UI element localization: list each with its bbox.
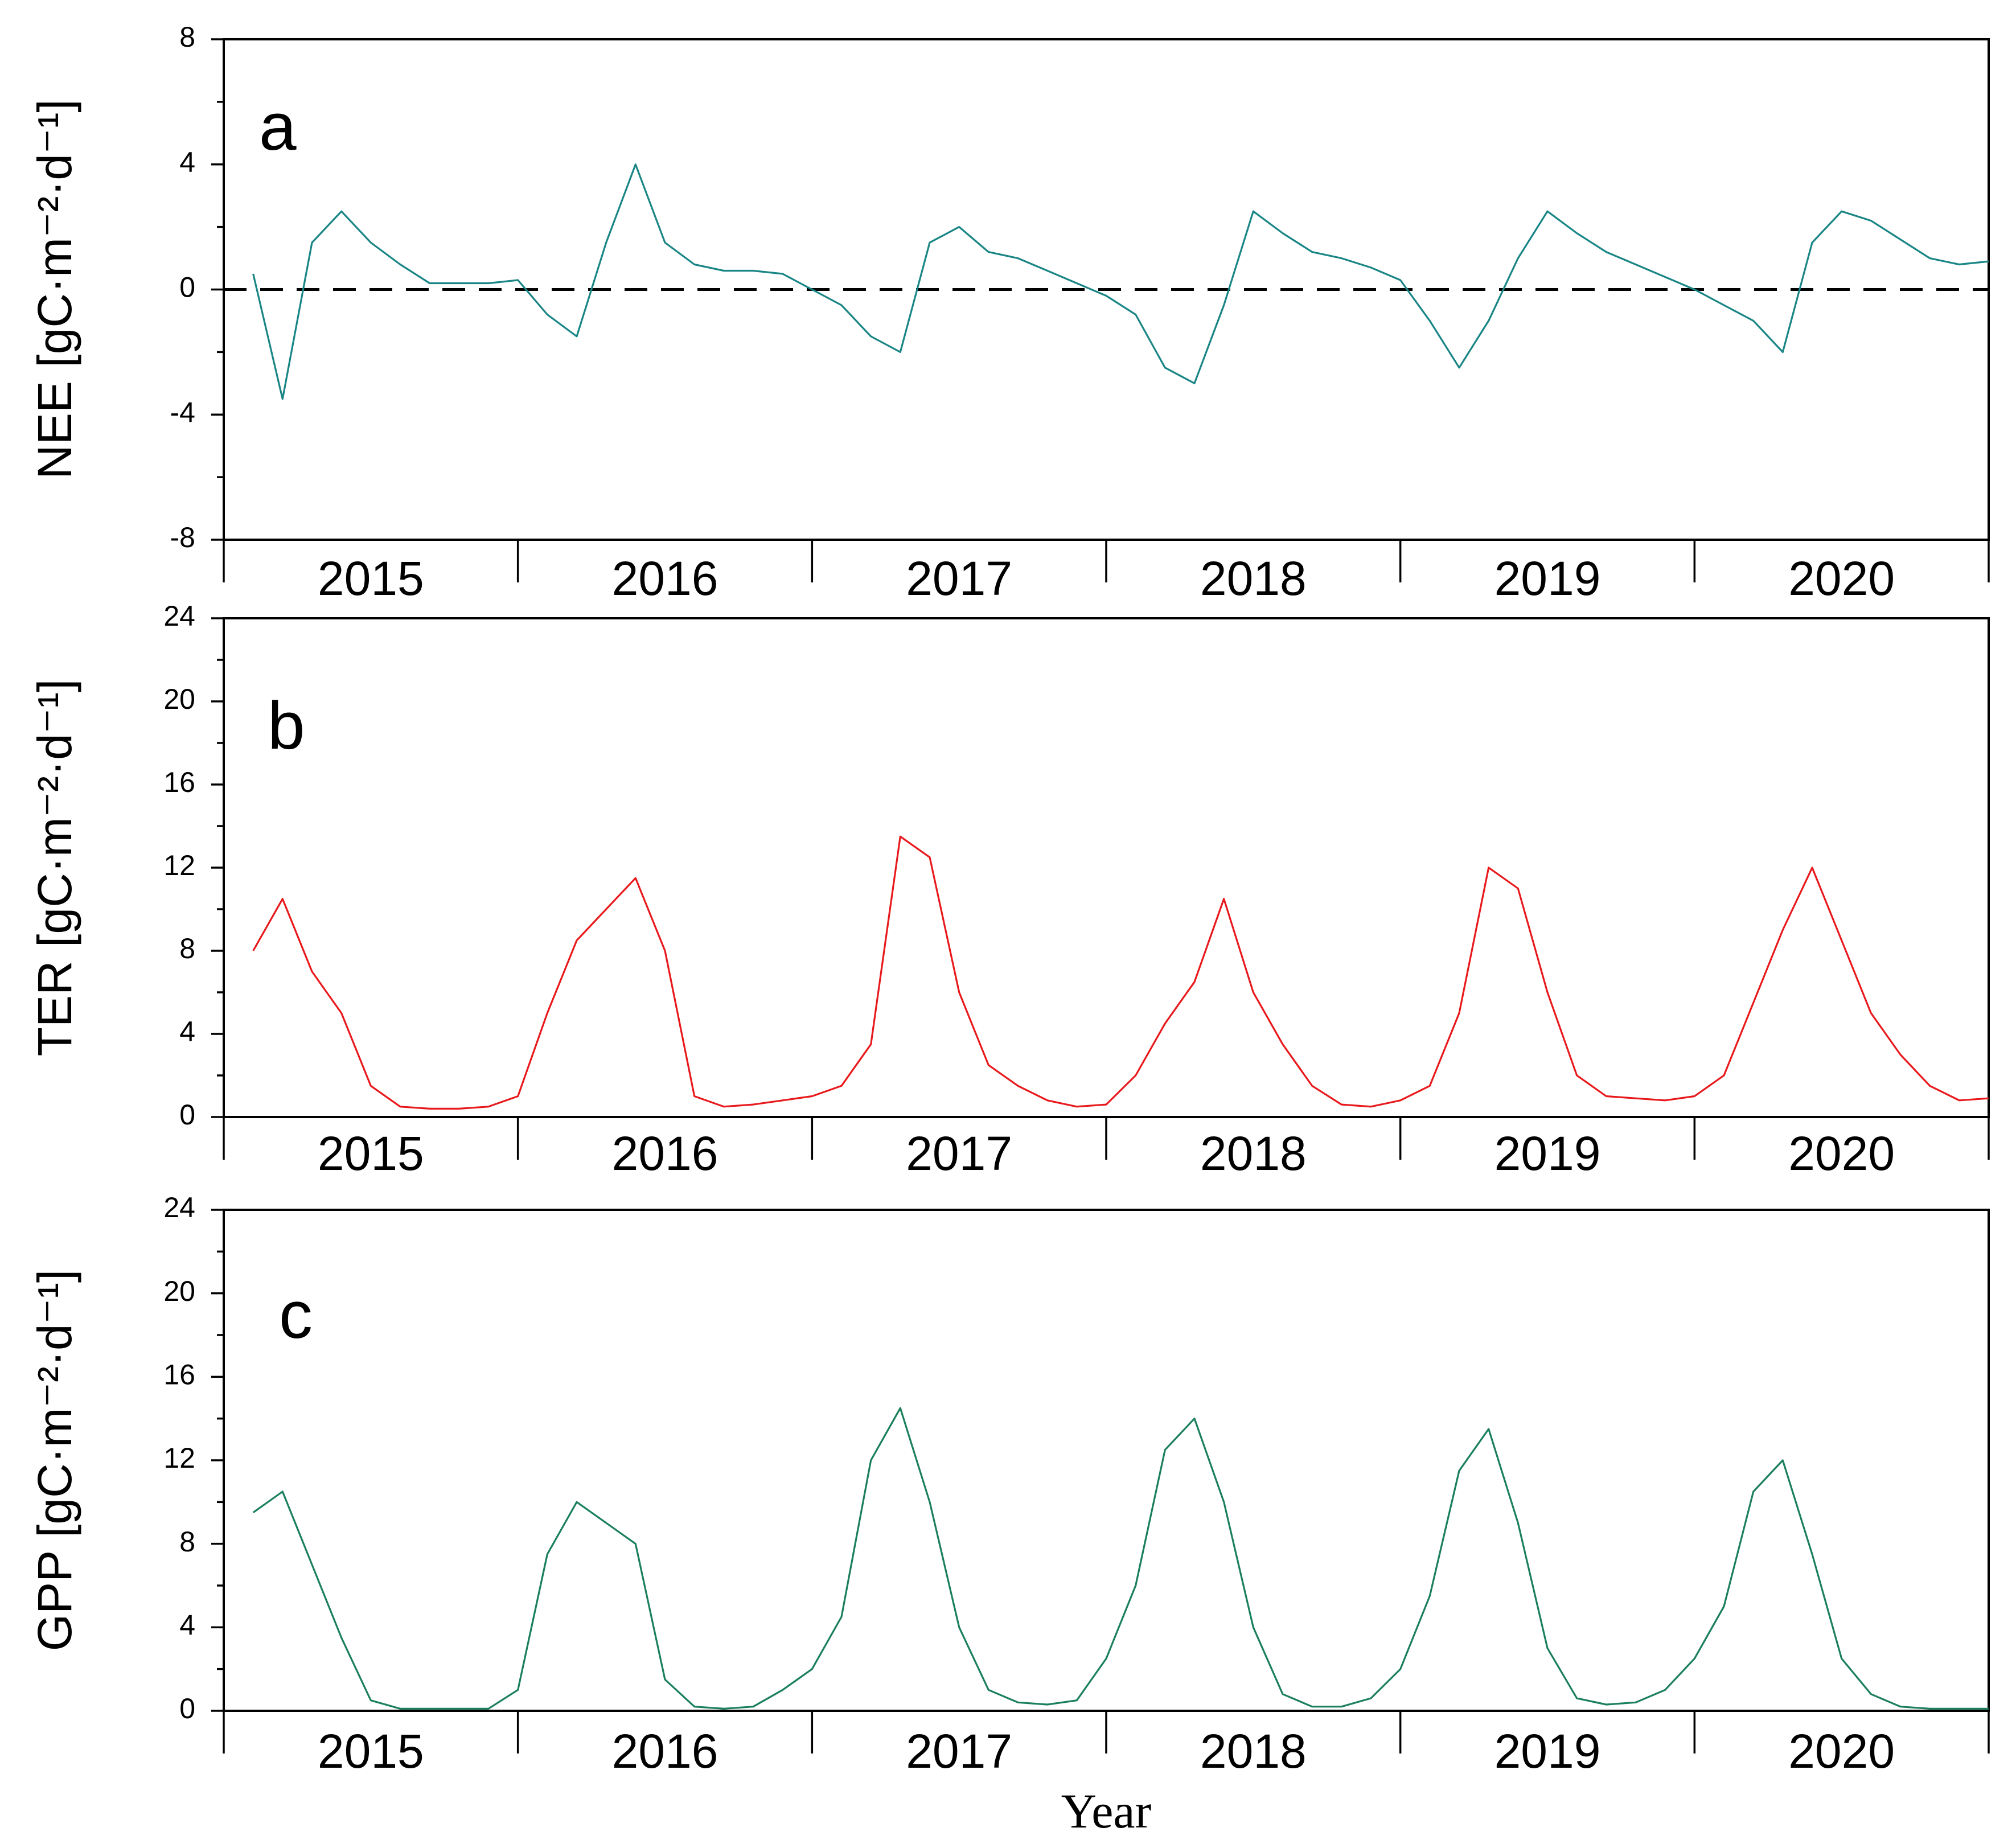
- x-tick-label-2018: 2018: [1200, 552, 1307, 605]
- panel-label-a: a: [259, 89, 297, 165]
- x-axis: 2015 2016 2017 2018 2019 2020: [224, 540, 1989, 605]
- x-tick-label-2019: 2019: [1494, 552, 1601, 605]
- plot-frame: [224, 1210, 1989, 1711]
- y-tick-label: 0: [179, 272, 195, 303]
- x-axis: 2015 2016 2017 2018 2019 2020: [224, 1117, 1989, 1180]
- x-tick-label-2019: 2019: [1494, 1127, 1601, 1180]
- panel-label-c: c: [279, 1278, 313, 1353]
- x-tick-label-2017: 2017: [906, 1724, 1012, 1778]
- y-axis-label-gpp: GPP [gC·m⁻²·d⁻¹]: [28, 1270, 81, 1652]
- y-tick-label: 24: [163, 1192, 195, 1223]
- y-tick-label: 16: [163, 1359, 195, 1391]
- y-tick-label: 20: [163, 683, 195, 715]
- y-tick-label: 0: [179, 1693, 195, 1724]
- y-tick-label: 16: [163, 766, 195, 798]
- x-tick-label-2020: 2020: [1788, 552, 1895, 605]
- y-axis: -8 -4 0 4 8: [170, 21, 224, 553]
- y-tick-label: 12: [163, 849, 195, 881]
- y-tick-label: 8: [179, 21, 195, 53]
- x-tick-label-2016: 2016: [612, 1127, 718, 1180]
- panel-c-gpp: 0 4 8 12 16 20 24 2015 2016 2017 2018 2019 2020 c G…: [28, 1192, 1989, 1838]
- x-tick-label-2015: 2015: [318, 1127, 424, 1180]
- y-axis: 0 4 8 12 16 20 24: [163, 600, 224, 1131]
- gpp-series-line: [253, 1408, 1989, 1709]
- y-tick-label: 4: [179, 146, 195, 178]
- plot-frame: [224, 618, 1989, 1117]
- x-tick-label-2020: 2020: [1788, 1724, 1895, 1778]
- y-tick-label: -8: [170, 521, 195, 553]
- x-axis: 2015 2016 2017 2018 2019 2020: [224, 1711, 1989, 1778]
- x-axis-label-year: Year: [1061, 1784, 1151, 1838]
- figure: -8-4048 201520162017201820192020 a NEE […: [0, 0, 2016, 1848]
- y-tick-label: 8: [179, 933, 195, 964]
- y-tick-label: -4: [170, 396, 195, 428]
- y-axis: 0 4 8 12 16 20 24: [163, 1192, 224, 1724]
- y-tick-label: 24: [163, 600, 195, 632]
- y-tick-label: 20: [163, 1275, 195, 1307]
- x-tick-label-2018: 2018: [1200, 1127, 1307, 1180]
- ter-series-line: [253, 836, 1989, 1108]
- nee-series-line: [253, 165, 1989, 399]
- y-tick-label: 4: [179, 1016, 195, 1048]
- y-axis-label-nee: NEE [gC·m⁻²·d⁻¹]: [28, 99, 81, 479]
- panel-a-nee: -8 -4 0 4 8 2015 2016 2017 2018 2019 2020 a NEE […: [28, 21, 1989, 605]
- x-tick-label-2016: 2016: [612, 1724, 718, 1778]
- x-tick-label-2018: 2018: [1200, 1724, 1307, 1778]
- x-tick-label-2020: 2020: [1788, 1127, 1895, 1180]
- panel-b-ter: 0 4 8 12 16 20 24 2015 2016 2017 2018 2019 2020 b T…: [28, 600, 1989, 1180]
- x-tick-label-2015: 2015: [318, 552, 424, 605]
- y-tick-label: 8: [179, 1526, 195, 1558]
- panel-label-b: b: [268, 688, 305, 763]
- x-tick-label-2016: 2016: [612, 552, 718, 605]
- y-tick-label: 4: [179, 1609, 195, 1641]
- y-tick-label: 0: [179, 1099, 195, 1131]
- x-tick-label-2017: 2017: [906, 552, 1012, 605]
- x-tick-label-2017: 2017: [906, 1127, 1012, 1180]
- y-tick-label: 12: [163, 1442, 195, 1474]
- x-tick-label-2019: 2019: [1494, 1724, 1601, 1778]
- x-tick-label-2015: 2015: [318, 1724, 424, 1778]
- y-axis-label-ter: TER [gC·m⁻²·d⁻¹]: [28, 679, 81, 1057]
